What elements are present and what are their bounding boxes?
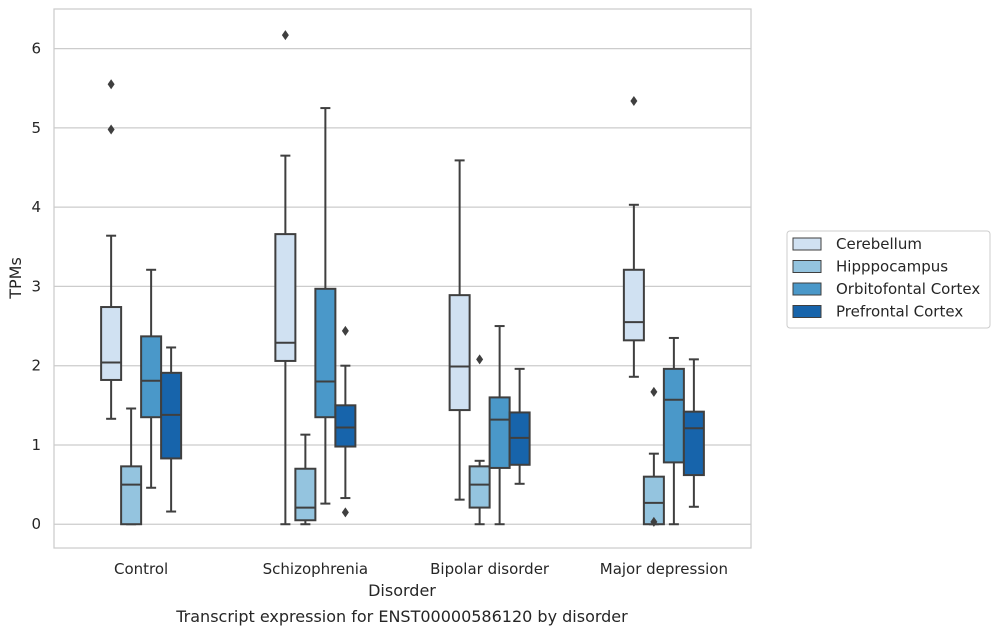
outlier-point [476, 354, 484, 365]
y-tick-label: 1 [31, 436, 41, 454]
legend-swatch [792, 237, 822, 251]
outlier-point [341, 507, 349, 518]
outlier-point [107, 79, 115, 90]
x-tick-label: Bipolar disorder [430, 560, 550, 578]
box-prefrontal-cortex [334, 325, 357, 518]
y-tick-label: 5 [31, 119, 41, 137]
box-body [100, 306, 123, 381]
outlier-point [281, 30, 289, 41]
outlier-point [341, 325, 349, 336]
y-tick-label: 6 [31, 40, 41, 58]
legend: Cerebellum Hipppocampus Orbitofontal Corte… [786, 230, 991, 329]
box-body [622, 268, 645, 342]
box-body [448, 294, 471, 412]
boxes-layer [100, 30, 705, 527]
y-tick-label: 2 [31, 357, 41, 375]
box-body [334, 404, 357, 448]
box-body [488, 396, 511, 469]
x-tick-labels: Control Schizophrenia Bipolar disorder Majo… [114, 560, 728, 578]
plot-frame [53, 8, 752, 549]
legend-label: Orbitofontal Cortex [836, 280, 980, 298]
box-body [314, 287, 337, 419]
legend-label: Cerebellum [836, 235, 922, 253]
x-axis-label: Disorder [368, 581, 436, 600]
chart-caption: Transcript expression for ENST0000058612… [175, 607, 628, 626]
box-body [468, 465, 491, 509]
box-body [120, 465, 143, 526]
y-tick-labels: 0 1 2 3 4 5 6 [31, 40, 41, 534]
y-tick-label: 3 [31, 277, 41, 295]
legend-label: Prefrontal Cortex [836, 303, 963, 321]
box-prefrontal-cortex [508, 367, 531, 485]
box-cerebellum [622, 95, 645, 378]
outlier-point [650, 386, 658, 397]
y-tick-label: 4 [31, 198, 41, 216]
box-prefrontal-cortex [682, 358, 705, 508]
box-hipppocampus [120, 407, 143, 526]
legend-items: Cerebellum Hipppocampus Orbitofontal Corte… [792, 235, 980, 321]
legend-swatch [792, 282, 822, 296]
legend-label: Hipppocampus [836, 258, 948, 276]
legend-frame [786, 230, 991, 329]
box-orbitofontal-cortex [140, 268, 163, 489]
y-axis-label: TPMs [6, 257, 25, 300]
box-orbitofontal-cortex [314, 107, 337, 505]
x-tick-label: Schizophrenia [263, 560, 368, 578]
box-body [274, 233, 297, 362]
box-prefrontal-cortex [160, 346, 183, 513]
y-tick-label: 0 [31, 515, 41, 533]
outlier-point [107, 124, 115, 135]
x-tick-label: Major depression [600, 560, 728, 578]
legend-swatch [792, 260, 822, 273]
box-hipppocampus [468, 354, 491, 526]
box-body [140, 335, 163, 419]
box-body [662, 367, 685, 464]
box-hipppocampus [642, 386, 665, 527]
box-cerebellum [100, 79, 123, 420]
x-tick-label: Control [114, 560, 168, 578]
outlier-point [650, 516, 658, 527]
box-hipppocampus [294, 433, 317, 526]
box-cerebellum [448, 159, 471, 501]
box-body [294, 467, 317, 522]
legend-swatch [792, 305, 822, 318]
box-body [682, 410, 705, 477]
box-cerebellum [274, 30, 297, 526]
outlier-point [630, 95, 638, 106]
plot-background [54, 9, 751, 548]
